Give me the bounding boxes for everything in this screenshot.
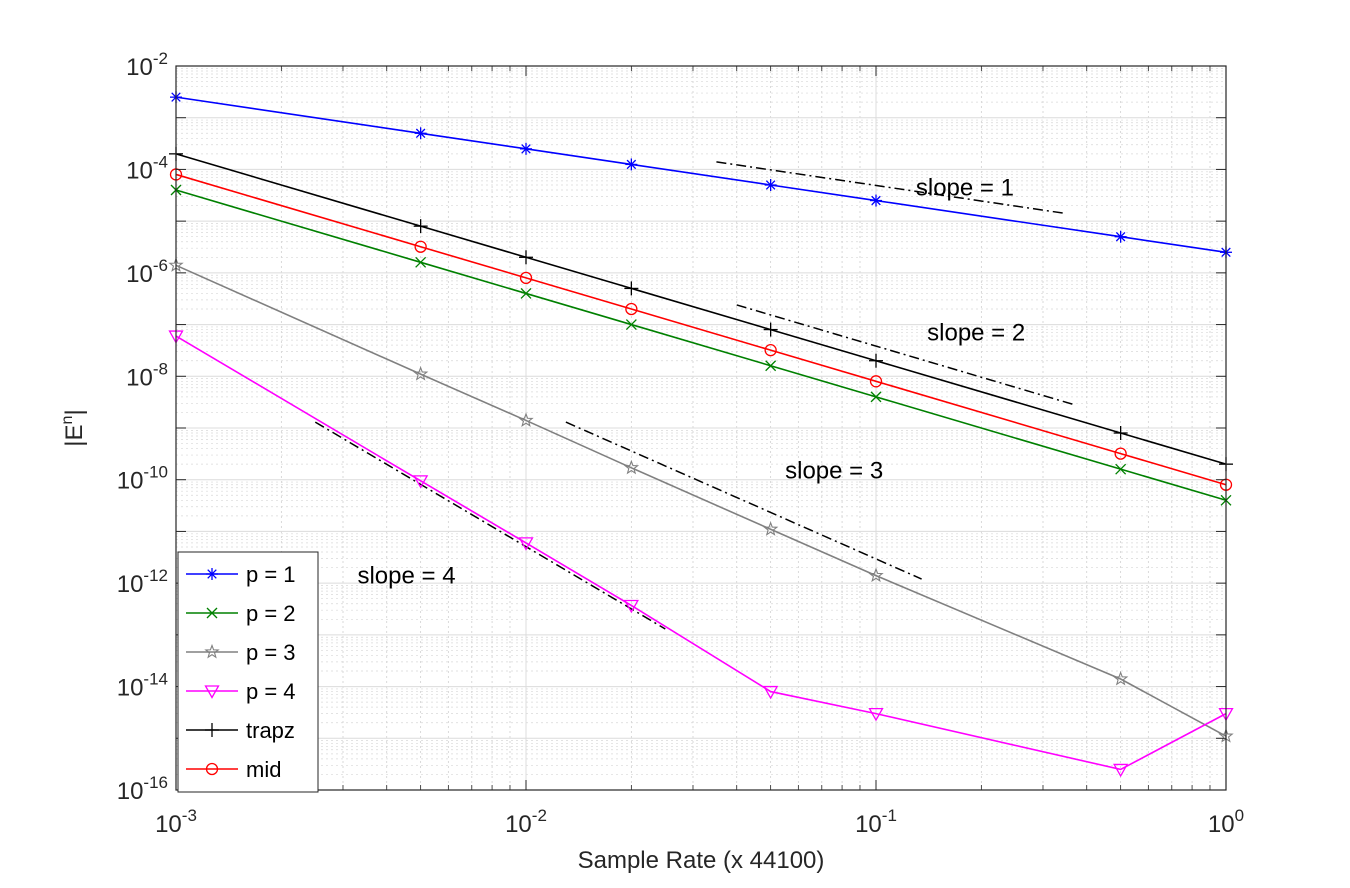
y-tick-label: 10-8 <box>126 359 168 391</box>
y-tick-label: 10-10 <box>117 463 168 495</box>
series-line <box>175 96 1227 254</box>
data-point-marker <box>868 707 884 722</box>
series-p-2 <box>170 184 1232 506</box>
data-point-marker <box>414 127 427 140</box>
series-line <box>175 264 1227 737</box>
data-point-marker <box>519 250 533 265</box>
legend-label: p = 3 <box>246 640 296 665</box>
series-line <box>175 153 1227 465</box>
data-point-marker <box>1115 463 1127 475</box>
data-point-marker <box>518 537 534 551</box>
data-point-marker <box>205 762 219 776</box>
data-series <box>168 91 1234 778</box>
data-point-marker <box>869 375 883 388</box>
y-tick-label: 10-2 <box>126 49 168 81</box>
legend-entry: trapz <box>186 718 295 743</box>
series-line <box>175 189 1227 502</box>
data-point-marker <box>1112 670 1129 686</box>
data-point-marker <box>206 607 218 619</box>
slope-reference-line <box>565 421 922 580</box>
data-point-marker <box>204 685 220 699</box>
y-tick-label: 10-16 <box>117 773 168 805</box>
data-point-marker <box>204 643 220 659</box>
data-point-marker <box>1114 447 1127 460</box>
data-point-marker <box>870 391 882 403</box>
data-point-marker <box>413 219 428 234</box>
legend-entry: p = 2 <box>186 601 296 626</box>
legend-label: mid <box>246 757 281 782</box>
slope-label: slope = 1 <box>916 174 1014 201</box>
data-point-marker <box>868 567 884 583</box>
data-point-marker <box>1113 426 1128 441</box>
y-tick-label: 10-12 <box>117 566 168 598</box>
data-point-marker <box>870 194 882 207</box>
legend-entry: mid <box>186 757 281 782</box>
x-tick-label: 100 <box>1208 806 1244 838</box>
data-point-marker <box>869 353 883 368</box>
legend-entry: p = 1 <box>186 562 296 587</box>
data-point-marker <box>763 685 779 700</box>
legend-label: trapz <box>246 718 295 743</box>
data-point-marker <box>764 344 777 357</box>
x-tick-label: 10-2 <box>505 806 547 838</box>
series-line <box>175 335 1227 771</box>
legend-label: p = 2 <box>246 601 296 626</box>
data-point-marker <box>623 599 639 614</box>
y-tick-label: 10-6 <box>126 256 168 288</box>
reference-slope-lines <box>314 161 1076 630</box>
data-point-marker <box>763 322 778 337</box>
data-point-marker <box>623 459 640 475</box>
data-point-marker <box>625 158 638 171</box>
data-point-marker <box>625 319 637 331</box>
axis-ticks: 10-3 10-2 10-1 100 10-16 10-14 10-12 10-10 10-8 1… <box>117 49 1244 838</box>
data-point-marker <box>1113 763 1129 778</box>
data-point-marker <box>765 360 777 372</box>
data-point-marker <box>520 287 532 299</box>
x-axis-label: Sample Rate (x 44100) <box>578 847 825 874</box>
slope-annotations: slope = 1 slope = 2 slope = 3 slope = 4 <box>357 174 1025 589</box>
data-point-marker <box>206 568 218 580</box>
data-point-marker <box>205 723 219 737</box>
legend-label: p = 1 <box>246 562 296 587</box>
data-point-marker <box>519 271 533 285</box>
data-point-marker <box>624 281 639 296</box>
data-point-marker <box>625 302 638 316</box>
y-axis-label: |En| <box>59 409 88 446</box>
data-point-marker <box>413 475 429 489</box>
data-point-marker <box>412 366 429 381</box>
legend-entry: p = 4 <box>186 679 296 704</box>
data-point-marker <box>1114 230 1127 243</box>
legend-box <box>177 551 319 793</box>
legend-entry: p = 3 <box>186 640 296 665</box>
slope-reference-line <box>716 161 1067 215</box>
data-point-marker <box>762 521 779 536</box>
data-point-marker <box>520 142 532 155</box>
legend: p = 1 p = 2 p = 3 p = 4 trapz mid <box>177 551 319 793</box>
x-tick-label: 10-3 <box>155 806 197 838</box>
y-tick-label: 10-14 <box>117 670 168 702</box>
legend-label: p = 4 <box>246 679 296 704</box>
data-point-marker <box>415 256 427 268</box>
slope-label: slope = 4 <box>357 563 455 590</box>
slope-reference-line <box>314 421 666 630</box>
slope-label: slope = 3 <box>785 458 883 485</box>
slope-label: slope = 2 <box>927 320 1025 347</box>
data-point-marker <box>414 240 427 253</box>
data-point-marker <box>518 412 534 427</box>
y-tick-label: 10-4 <box>126 152 168 184</box>
series-line <box>175 173 1227 486</box>
data-point-marker <box>764 178 777 191</box>
x-tick-label: 10-1 <box>855 806 897 838</box>
